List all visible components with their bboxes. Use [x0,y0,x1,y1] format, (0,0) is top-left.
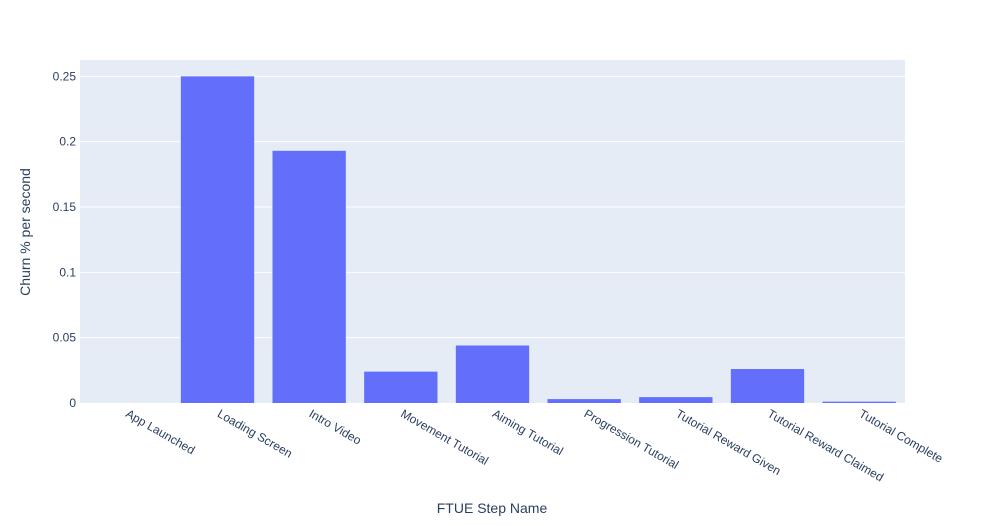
x-tick-label: Loading Screen [215,406,295,460]
x-tick-label: Aiming Tutorial [490,406,566,458]
x-tick-label: Progression Tutorial [582,406,681,471]
x-axis-title: FTUE Step Name [437,500,548,516]
y-tick-label: 0.25 [53,69,77,83]
y-axis-title: Churn % per second [17,168,33,296]
y-tick-label: 0.05 [53,331,77,345]
bars [180,76,896,403]
bar [639,397,713,403]
y-tick-label: 0 [69,396,76,410]
bar [822,401,896,403]
x-tick-label: Intro Video [307,406,364,447]
y-tick-label: 0.1 [59,265,76,279]
bar [180,76,255,403]
x-tick-label: App Launched [123,406,197,457]
y-axis-ticks: 0 0.05 0.1 0.15 0.2 0.25 [53,69,77,410]
y-tick-label: 0.15 [53,200,77,214]
bar [364,371,438,403]
bar [455,345,530,403]
x-tick-label: Tutorial Complete [857,406,946,465]
x-tick-label: Movement Tutorial [398,406,490,467]
bar [272,150,346,403]
bar [730,369,805,403]
y-tick-label: 0.2 [59,135,76,149]
x-axis-ticks: App Launched Loading Screen Intro Video Mov… [123,406,945,484]
bar [547,399,621,403]
